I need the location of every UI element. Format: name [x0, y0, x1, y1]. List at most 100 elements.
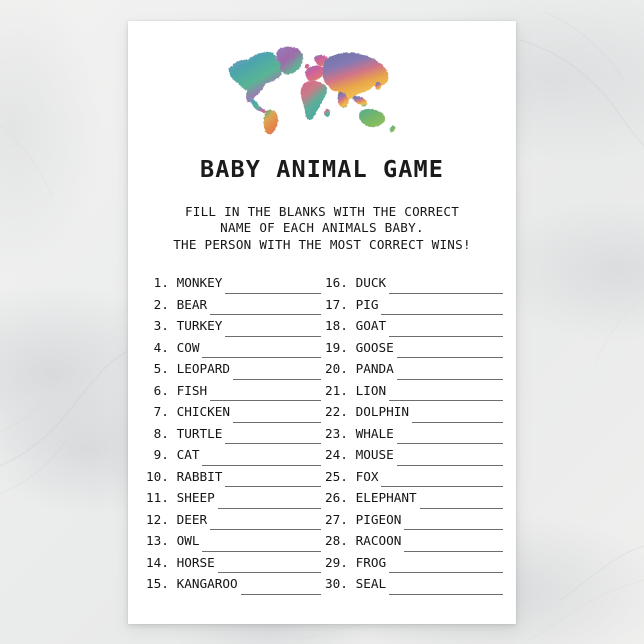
- list-item-number: 25.: [325, 468, 356, 484]
- list-item-number: 23.: [325, 425, 356, 441]
- answer-blank-line[interactable]: [225, 443, 321, 444]
- list-item-animal-name: MONKEY: [176, 275, 223, 290]
- list-item-number: 26.: [325, 490, 356, 505]
- list-item-animal-name: LION: [355, 382, 387, 398]
- answer-blank-line[interactable]: [419, 507, 503, 509]
- list-item: 25. FOX: [325, 469, 503, 491]
- list-item-number: 3.: [146, 318, 177, 333]
- list-item-animal-name: CAT: [176, 447, 200, 462]
- list-item: 9. CAT: [146, 447, 321, 469]
- list-item-animal-name: PIG: [355, 296, 379, 312]
- list-item: 13. OWL: [146, 533, 321, 555]
- list-item: 21. LION: [325, 383, 503, 405]
- animal-list-right-column: 16. DUCK 17. PIG 18. GOAT 19. GOOSE 20. PAND…: [325, 275, 503, 598]
- list-item-animal-name: FOX: [355, 468, 379, 484]
- watercolor-world-map-icon: [228, 46, 396, 135]
- list-item-number: 17.: [325, 296, 356, 312]
- answer-blank-line[interactable]: [217, 507, 321, 509]
- animal-list: 1. MONKEY 2. BEAR 3. TURKEY 4. COW 5. LE…: [128, 275, 516, 605]
- answer-blank-line[interactable]: [233, 421, 321, 423]
- answer-blank-line[interactable]: [240, 593, 321, 595]
- list-item-number: 27.: [325, 511, 356, 527]
- list-item-animal-name: TURTLE: [176, 425, 223, 441]
- list-item: 4. COW: [146, 340, 321, 362]
- list-item-number: 10.: [146, 468, 177, 484]
- answer-blank-line[interactable]: [202, 357, 321, 358]
- list-item-number: 19.: [325, 339, 356, 355]
- list-item-animal-name: MOUSE: [355, 447, 394, 462]
- list-item-number: 12.: [146, 511, 177, 527]
- list-item-number: 15.: [146, 576, 177, 591]
- answer-blank-line[interactable]: [389, 335, 503, 337]
- answer-blank-line[interactable]: [202, 550, 321, 552]
- answer-blank-line[interactable]: [202, 464, 321, 466]
- answer-blank-line[interactable]: [396, 443, 503, 444]
- list-item-animal-name: HORSE: [176, 554, 215, 570]
- list-item-animal-name: SEAL: [355, 576, 387, 591]
- answer-blank-line[interactable]: [396, 378, 503, 380]
- list-item-number: 1.: [146, 275, 177, 290]
- list-item: 28. RACOON: [325, 533, 503, 555]
- answer-blank-line[interactable]: [225, 486, 321, 487]
- list-item: 3. TURKEY: [146, 318, 321, 340]
- answer-blank-line[interactable]: [381, 486, 503, 487]
- list-item: 29. FROG: [325, 555, 503, 577]
- answer-blank-line[interactable]: [396, 357, 503, 358]
- list-item: 27. PIGEON: [325, 512, 503, 534]
- answer-blank-line[interactable]: [381, 314, 503, 315]
- answer-blank-line[interactable]: [389, 400, 503, 401]
- world-map-graphic: [128, 35, 516, 141]
- answer-blank-line[interactable]: [210, 529, 321, 530]
- list-item-number: 2.: [146, 296, 177, 312]
- list-item: 17. PIG: [325, 297, 503, 319]
- list-item: 23. WHALE: [325, 426, 503, 448]
- list-item-animal-name: GOOSE: [355, 339, 394, 355]
- list-item-number: 21.: [325, 382, 356, 398]
- answer-blank-line[interactable]: [404, 550, 503, 552]
- list-item-animal-name: TURKEY: [176, 318, 223, 333]
- list-item-number: 30.: [325, 576, 356, 591]
- answer-blank-line[interactable]: [412, 421, 503, 423]
- answer-blank-line[interactable]: [396, 464, 503, 466]
- list-item-animal-name: WHALE: [355, 425, 394, 441]
- list-item: 6. FISH: [146, 383, 321, 405]
- list-item: 12. DEER: [146, 512, 321, 534]
- list-item-number: 14.: [146, 554, 177, 570]
- list-item: 24. MOUSE: [325, 447, 503, 469]
- list-item-number: 28.: [325, 533, 356, 548]
- list-item: 1. MONKEY: [146, 275, 321, 297]
- list-item-animal-name: BEAR: [176, 296, 208, 312]
- answer-blank-line[interactable]: [210, 314, 321, 315]
- list-item-animal-name: DEER: [176, 511, 208, 527]
- answer-blank-line[interactable]: [404, 529, 503, 530]
- list-item-number: 20.: [325, 361, 356, 376]
- list-item-animal-name: SHEEP: [176, 490, 215, 505]
- list-item: 10. RABBIT: [146, 469, 321, 491]
- list-item-number: 29.: [325, 554, 356, 570]
- list-item: 15. KANGAROO: [146, 576, 321, 598]
- answer-blank-line[interactable]: [225, 292, 321, 294]
- list-item: 5. LEOPARD: [146, 361, 321, 383]
- answer-blank-line[interactable]: [389, 572, 503, 573]
- list-item-animal-name: RABBIT: [176, 468, 223, 484]
- answer-blank-line[interactable]: [389, 292, 503, 294]
- list-item-number: 5.: [146, 361, 177, 376]
- list-item-animal-name: KANGAROO: [176, 576, 238, 591]
- list-item-animal-name: FISH: [176, 382, 208, 398]
- list-item-animal-name: FROG: [355, 554, 387, 570]
- answer-blank-line[interactable]: [217, 572, 321, 573]
- list-item-animal-name: CHICKEN: [176, 404, 231, 419]
- animal-list-left-column: 1. MONKEY 2. BEAR 3. TURKEY 4. COW 5. LE…: [146, 275, 321, 598]
- answer-blank-line[interactable]: [210, 400, 321, 401]
- answer-blank-line[interactable]: [389, 593, 503, 595]
- list-item-animal-name: DOLPHIN: [355, 404, 410, 419]
- list-item: 20. PANDA: [325, 361, 503, 383]
- answer-blank-line[interactable]: [233, 378, 321, 380]
- list-item-animal-name: PIGEON: [355, 511, 402, 527]
- list-item-number: 22.: [325, 404, 356, 419]
- list-item: 30. SEAL: [325, 576, 503, 598]
- list-item-animal-name: ELEPHANT: [355, 490, 417, 505]
- answer-blank-line[interactable]: [225, 335, 321, 337]
- list-item-number: 9.: [146, 447, 177, 462]
